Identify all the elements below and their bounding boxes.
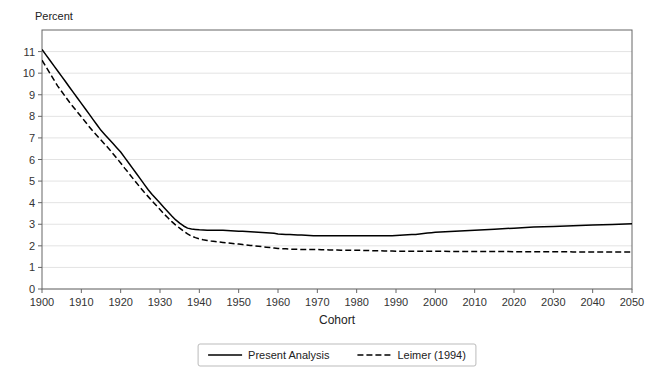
- legend-box: [198, 344, 476, 366]
- y-tick-label: 8: [29, 110, 35, 122]
- y-tick: [38, 181, 42, 182]
- x-tick-label: 1980: [344, 296, 368, 308]
- x-tick: [553, 289, 554, 293]
- y-tick: [38, 73, 42, 74]
- grid-line: [42, 267, 632, 268]
- y-tick: [38, 116, 42, 117]
- y-tick: [38, 224, 42, 225]
- x-tick: [278, 289, 279, 293]
- x-tick: [435, 289, 436, 293]
- x-tick: [356, 289, 357, 293]
- x-tick-label: 2010: [462, 296, 486, 308]
- y-axis-label: Percent: [35, 10, 73, 22]
- x-tick-label: 2020: [502, 296, 526, 308]
- grid-line: [42, 137, 632, 138]
- x-tick: [199, 289, 200, 293]
- x-tick-label: 1910: [69, 296, 93, 308]
- grid-line: [42, 159, 632, 160]
- y-tick: [38, 267, 42, 268]
- y-tick-label: 7: [29, 132, 35, 144]
- y-tick-label: 5: [29, 175, 35, 187]
- grid-line: [42, 181, 632, 182]
- grid-line: [42, 202, 632, 203]
- x-tick: [396, 289, 397, 293]
- x-tick: [474, 289, 475, 293]
- x-tick: [514, 289, 515, 293]
- x-tick: [592, 289, 593, 293]
- legend-label: Present Analysis: [248, 349, 330, 361]
- legend: Present Analysis Leimer (1994): [198, 344, 476, 366]
- x-tick-label: 2040: [580, 296, 604, 308]
- x-axis-label: Cohort: [319, 313, 356, 327]
- y-tick-label: 2: [29, 240, 35, 252]
- grid-line: [42, 245, 632, 246]
- series-line: [42, 49, 632, 235]
- grid-line: [42, 116, 632, 117]
- x-tick-label: 1960: [266, 296, 290, 308]
- x-tick-label: 1950: [226, 296, 250, 308]
- chart: 0 1 2 3 4 5 6 7 8 9 10 11 1900 1910 1920 1930 1940 1950 19…: [0, 0, 650, 373]
- y-tick: [38, 289, 42, 290]
- x-tick-label: 1920: [108, 296, 132, 308]
- x-tick: [238, 289, 239, 293]
- legend-swatch: [208, 354, 242, 356]
- grid-line: [42, 73, 632, 74]
- y-tick-label: 9: [29, 89, 35, 101]
- grid-line: [42, 224, 632, 225]
- series-line: [42, 60, 632, 252]
- x-tick-label: 1930: [148, 296, 172, 308]
- x-tick: [42, 289, 43, 293]
- y-tick-label: 4: [29, 197, 35, 209]
- grid-line: [42, 94, 632, 95]
- y-tick: [38, 245, 42, 246]
- y-tick-label: 10: [23, 67, 35, 79]
- x-tick-label: 1940: [187, 296, 211, 308]
- plot-frame: [42, 30, 632, 289]
- grid-line: [42, 51, 632, 52]
- legend-swatch: [357, 354, 391, 356]
- y-tick-label: 0: [29, 283, 35, 295]
- y-tick: [38, 137, 42, 138]
- y-tick-label: 11: [24, 46, 35, 58]
- y-tick-label: 1: [29, 261, 35, 273]
- x-tick-label: 1900: [30, 296, 54, 308]
- y-grid: [42, 52, 632, 289]
- x-tick-label: 1990: [384, 296, 408, 308]
- x-tick-label: 2000: [423, 296, 447, 308]
- x-tick-label: 2050: [620, 296, 644, 308]
- x-tick: [120, 289, 121, 293]
- legend-label: Leimer (1994): [397, 349, 465, 361]
- y-tick-label: 6: [29, 154, 35, 166]
- x-tick-label: 2030: [541, 296, 565, 308]
- y-tick: [38, 159, 42, 160]
- y-tick: [38, 94, 42, 95]
- y-tick-label: 3: [29, 218, 35, 230]
- y-tick: [38, 51, 42, 52]
- y-tick: [38, 202, 42, 203]
- plot-area: [42, 49, 632, 252]
- x-tick: [160, 289, 161, 293]
- x-tick: [317, 289, 318, 293]
- x-tick: [81, 289, 82, 293]
- x-tick-label: 1970: [305, 296, 329, 308]
- x-tick: [632, 289, 633, 293]
